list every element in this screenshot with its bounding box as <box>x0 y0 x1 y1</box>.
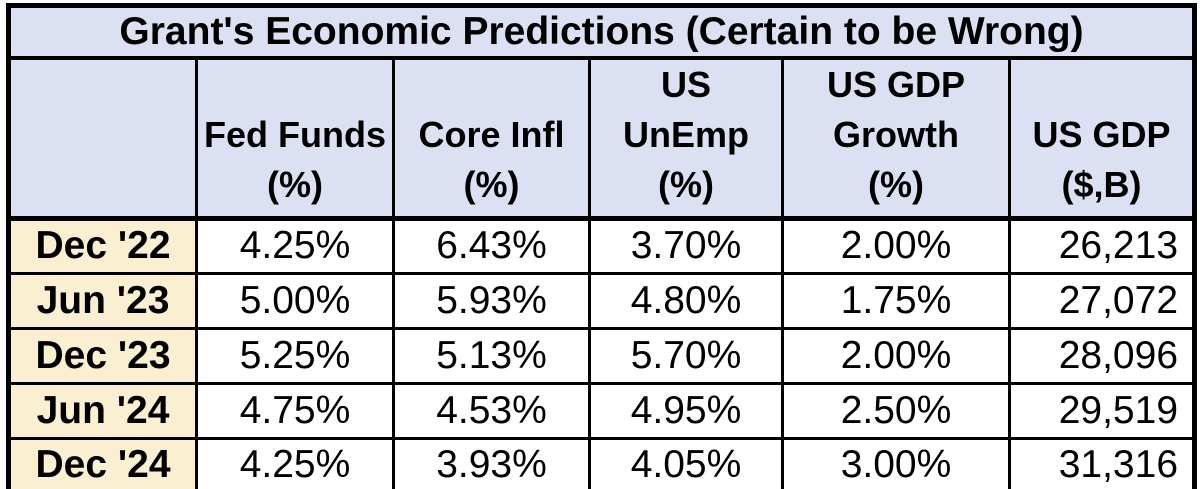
data-cell-fed-funds: 4.25% <box>195 216 395 275</box>
data-cell-us-gdp: 28,096 <box>1007 326 1197 385</box>
data-cell-us-gdp: 27,072 <box>1007 271 1197 330</box>
row-label: Dec '23 <box>7 326 198 385</box>
data-cell-gdp-growth: 2.00% <box>781 326 1011 385</box>
data-cell-gdp-growth: 2.00% <box>781 216 1011 275</box>
data-cell-us-gdp: 29,519 <box>1007 381 1197 440</box>
column-header-fed-funds: Fed Funds (%) <box>195 56 395 221</box>
column-header-core-infl: Core Infl (%) <box>392 56 591 221</box>
table-row-dec-24: Dec '24 4.25% 3.93% 4.05% 3.00% 31,316 <box>7 436 1197 489</box>
title-row: Grant's Economic Predictions (Certain to… <box>6 4 1197 60</box>
header-row: Fed Funds (%) Core Infl (%) US UnEmp (%)… <box>7 56 1197 221</box>
corner-cell <box>7 56 198 221</box>
predictions-table: Grant's Economic Predictions (Certain to… <box>6 3 1198 489</box>
column-header-us-unemp: US UnEmp (%) <box>588 56 784 221</box>
data-cell-fed-funds: 4.75% <box>195 381 395 440</box>
table-row-dec-23: Dec '23 5.25% 5.13% 5.70% 2.00% 28,096 <box>7 326 1197 385</box>
data-cell-us-gdp: 26,213 <box>1007 216 1197 275</box>
data-cell-core-infl: 5.93% <box>392 271 591 330</box>
data-cell-core-infl: 3.93% <box>392 436 591 489</box>
data-cell-us-unemp: 5.70% <box>588 326 784 385</box>
data-cell-fed-funds: 5.00% <box>195 271 395 330</box>
data-cell-us-gdp: 31,316 <box>1007 436 1197 489</box>
data-cell-gdp-growth: 2.50% <box>781 381 1011 440</box>
row-label: Dec '24 <box>7 436 198 489</box>
table-row-jun-23: Jun '23 5.00% 5.93% 4.80% 1.75% 27,072 <box>7 271 1197 330</box>
data-cell-us-unemp: 4.80% <box>588 271 784 330</box>
table-row-dec-22: Dec '22 4.25% 6.43% 3.70% 2.00% 26,213 <box>7 216 1197 275</box>
column-header-us-gdp: US GDP ($,B) <box>1007 56 1197 221</box>
data-cell-fed-funds: 5.25% <box>195 326 395 385</box>
data-cell-us-unemp: 4.95% <box>588 381 784 440</box>
data-cell-core-infl: 5.13% <box>392 326 591 385</box>
column-header-us-gdp-growth: US GDP Growth (%) <box>781 56 1011 221</box>
table-title: Grant's Economic Predictions (Certain to… <box>6 4 1197 60</box>
data-cell-us-unemp: 3.70% <box>588 216 784 275</box>
data-cell-gdp-growth: 1.75% <box>781 271 1011 330</box>
table-row-jun-24: Jun '24 4.75% 4.53% 4.95% 2.50% 29,519 <box>7 381 1197 440</box>
row-label: Jun '23 <box>7 271 198 330</box>
row-label: Jun '24 <box>7 381 198 440</box>
data-cell-gdp-growth: 3.00% <box>781 436 1011 489</box>
data-cell-fed-funds: 4.25% <box>195 436 395 489</box>
data-cell-core-infl: 4.53% <box>392 381 591 440</box>
data-cell-core-infl: 6.43% <box>392 216 591 275</box>
row-label: Dec '22 <box>7 216 198 275</box>
data-cell-us-unemp: 4.05% <box>588 436 784 489</box>
